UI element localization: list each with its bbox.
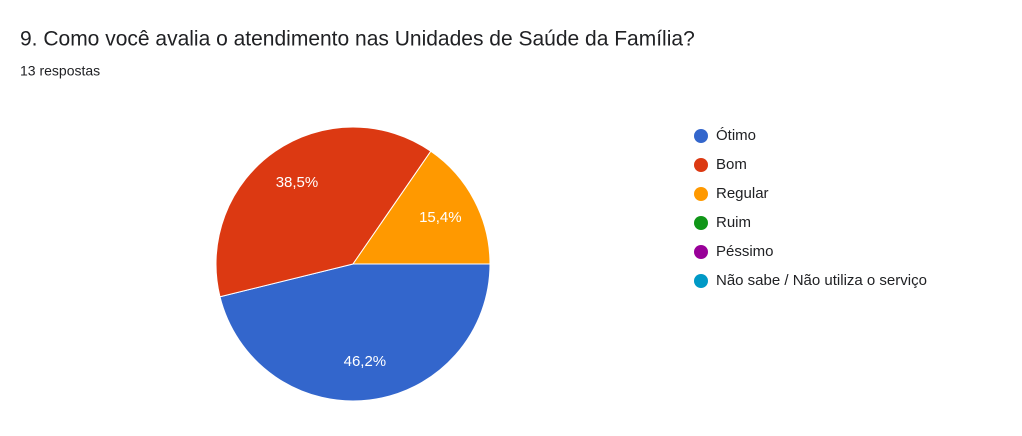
legend-label: Regular xyxy=(716,185,769,202)
legend-swatch xyxy=(694,245,708,259)
legend-label: Bom xyxy=(716,156,747,173)
legend-swatch xyxy=(694,187,708,201)
data-label: 15,4% xyxy=(419,209,462,226)
chart-subtitle: 13 respostas xyxy=(20,63,100,79)
legend-swatch xyxy=(694,158,708,172)
pie-slice xyxy=(352,150,491,265)
legend-label: Péssimo xyxy=(716,243,774,260)
pie-slice xyxy=(219,263,491,402)
data-label: 46,2% xyxy=(344,353,387,370)
legend-label: Ruim xyxy=(716,214,751,231)
data-label: 38,5% xyxy=(276,174,319,191)
legend-swatch xyxy=(694,129,708,143)
legend-label: Ótimo xyxy=(716,127,756,144)
pie-slice xyxy=(215,126,432,298)
legend-label: Não sabe / Não utiliza o serviço xyxy=(716,272,927,289)
legend-swatch xyxy=(694,274,708,288)
legend-swatch xyxy=(694,216,708,230)
chart-title: 9. Como você avalia o atendimento nas Un… xyxy=(20,28,695,51)
